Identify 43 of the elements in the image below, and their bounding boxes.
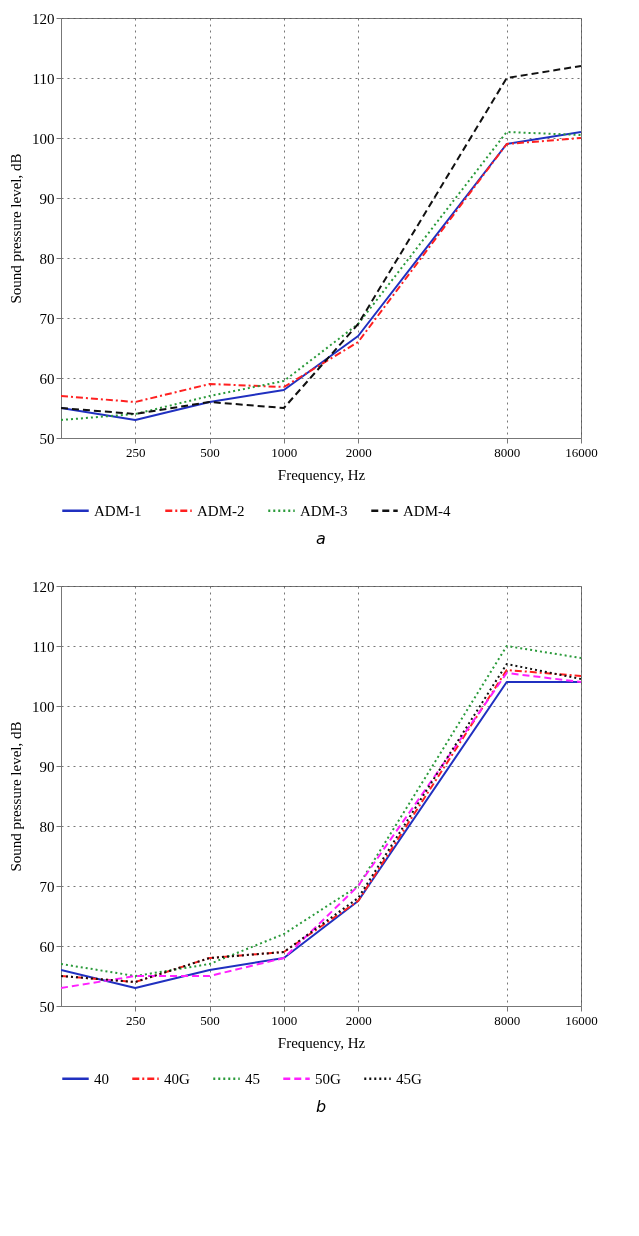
- x-tick-label: 2000: [345, 1012, 372, 1028]
- y-tick-label: 120: [32, 10, 55, 27]
- legend-label: ADM-1: [94, 502, 142, 519]
- legend-label: ADM-3: [300, 502, 348, 519]
- x-tick-label: 2000: [345, 444, 372, 460]
- x-axis-title: Frequency, Hz: [277, 1034, 366, 1051]
- y-tick-label: 70: [39, 878, 55, 895]
- x-tick-label: 250: [126, 444, 146, 460]
- y-axis-title: Sound pressure level, dB: [8, 721, 24, 872]
- y-tick-label: 100: [32, 130, 55, 147]
- x-tick-label: 1000: [271, 1012, 298, 1028]
- legend-label: 40G: [164, 1070, 190, 1087]
- x-tick-label: 500: [200, 1012, 220, 1028]
- y-tick-label: 60: [39, 370, 55, 387]
- y-tick-label: 120: [32, 578, 55, 595]
- y-tick-label: 80: [39, 818, 55, 835]
- legend-label: 40: [94, 1070, 109, 1087]
- x-tick-label: 8000: [494, 444, 521, 460]
- legend-label: 50G: [315, 1070, 341, 1087]
- y-tick-label: 90: [39, 758, 55, 775]
- text: b: [315, 1097, 327, 1116]
- legend-label: 45: [245, 1070, 260, 1087]
- x-tick-label: 16000: [565, 444, 598, 460]
- y-tick-label: 100: [32, 698, 55, 715]
- y-tick-label: 50: [39, 998, 55, 1015]
- y-tick-label: 110: [32, 70, 55, 87]
- y-tick-label: 60: [39, 938, 55, 955]
- y-tick-label: 80: [39, 250, 55, 267]
- y-tick-label: 110: [32, 638, 55, 655]
- legend-label: ADM-4: [403, 502, 451, 519]
- text: a: [316, 529, 326, 548]
- x-tick-label: 500: [200, 444, 220, 460]
- x-tick-label: 16000: [565, 1012, 598, 1028]
- legend-label: 45G: [396, 1070, 422, 1087]
- legend-label: ADM-2: [197, 502, 245, 519]
- x-tick-label: 1000: [271, 444, 298, 460]
- x-tick-label: 8000: [494, 1012, 521, 1028]
- x-tick-label: 250: [126, 1012, 146, 1028]
- y-axis-title: Sound pressure level, dB: [8, 153, 24, 304]
- y-tick-label: 90: [39, 190, 55, 207]
- y-tick-label: 70: [39, 310, 55, 327]
- x-axis-title: Frequency, Hz: [277, 466, 366, 483]
- y-tick-label: 50: [39, 430, 55, 447]
